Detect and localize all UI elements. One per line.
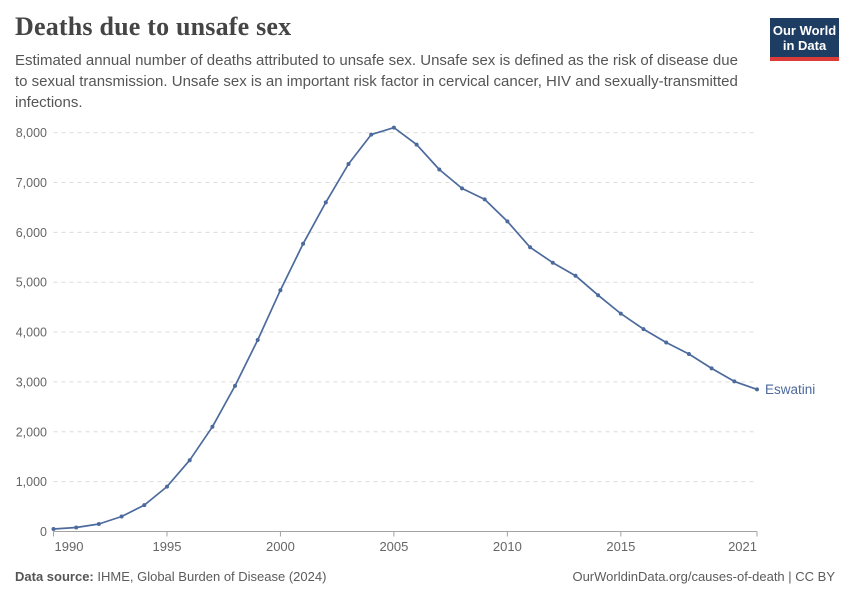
data-point[interactable] [709, 366, 714, 371]
data-point[interactable] [505, 219, 510, 224]
data-point[interactable] [573, 273, 578, 278]
page-title: Deaths due to unsafe sex [15, 12, 292, 41]
owid-logo-line2: in Data [782, 38, 827, 53]
data-point[interactable] [755, 387, 759, 392]
y-tick-label: 1,000 [16, 475, 47, 489]
data-point[interactable] [278, 288, 283, 293]
x-tick-label: 2010 [493, 539, 522, 554]
data-source: Data source: IHME, Global Burden of Dise… [15, 569, 326, 584]
data-line[interactable] [52, 126, 758, 530]
data-point[interactable] [550, 260, 555, 265]
data-point[interactable] [414, 142, 419, 147]
x-tick-label: 2021 [728, 539, 757, 554]
data-point[interactable] [528, 245, 533, 250]
y-tick-label: 4,000 [16, 326, 47, 340]
data-point[interactable] [74, 525, 79, 530]
x-tick-label: 2000 [266, 539, 295, 554]
data-point[interactable] [618, 311, 623, 316]
data-point[interactable] [369, 132, 374, 137]
owid-logo-line1: Our World [772, 23, 837, 38]
data-source-label: Data source: [15, 569, 94, 584]
y-axis-labels: 0 1,000 2,000 3,000 4,000 5,000 6,000 7,000 8,00… [16, 126, 47, 539]
y-tick-label: 0 [40, 525, 47, 539]
x-tick-label: 2005 [379, 539, 408, 554]
data-point[interactable] [641, 327, 646, 332]
data-point[interactable] [187, 458, 192, 463]
data-point[interactable] [96, 522, 101, 526]
y-tick-label: 2,000 [16, 425, 47, 439]
footer-link[interactable]: OurWorldinData.org/causes-of-death | CC … [572, 569, 835, 584]
data-point[interactable] [210, 424, 215, 429]
data-point[interactable] [142, 503, 147, 508]
y-tick-label: 3,000 [16, 375, 47, 389]
x-axis-labels: 1990 1995 2000 2005 2010 2015 2021 [53, 531, 758, 554]
data-point[interactable] [233, 383, 237, 388]
data-points[interactable] [51, 125, 760, 531]
owid-logo[interactable]: Our World in Data [770, 18, 839, 61]
data-point[interactable] [323, 200, 328, 205]
data-point[interactable] [596, 293, 601, 298]
data-point[interactable] [686, 352, 691, 356]
data-point[interactable] [51, 527, 56, 531]
data-point[interactable] [119, 514, 124, 519]
data-point[interactable] [165, 484, 169, 489]
x-tick-label: 2015 [606, 539, 635, 554]
x-tick-label: 1990 [55, 539, 84, 554]
data-point[interactable] [482, 197, 487, 202]
x-tick-label: 1995 [153, 539, 182, 554]
data-point[interactable] [346, 162, 351, 166]
y-tick-label: 6,000 [16, 226, 47, 240]
data-source-text: IHME, Global Burden of Disease (2024) [97, 569, 327, 584]
y-gridlines [53, 132, 755, 483]
chart-footer: Data source: IHME, Global Burden of Dise… [15, 569, 835, 584]
data-point[interactable] [732, 379, 737, 384]
data-point[interactable] [460, 186, 464, 191]
y-tick-label: 7,000 [16, 176, 47, 190]
data-point[interactable] [437, 167, 442, 172]
series-end-label: Eswatini [765, 382, 815, 397]
data-point[interactable] [255, 338, 260, 342]
data-point[interactable] [664, 340, 669, 345]
data-point[interactable] [301, 241, 306, 246]
data-point[interactable] [391, 125, 396, 130]
chart-plot-area[interactable]: 0 1,000 2,000 3,000 4,000 5,000 6,000 7,000 8,00… [0, 110, 850, 570]
line-chart-svg[interactable]: 0 1,000 2,000 3,000 4,000 5,000 6,000 7,000 8,00… [0, 110, 850, 570]
chart-subtitle: Estimated annual number of deaths attrib… [15, 52, 738, 111]
y-tick-label: 5,000 [16, 276, 47, 290]
y-tick-label: 8,000 [16, 126, 47, 140]
